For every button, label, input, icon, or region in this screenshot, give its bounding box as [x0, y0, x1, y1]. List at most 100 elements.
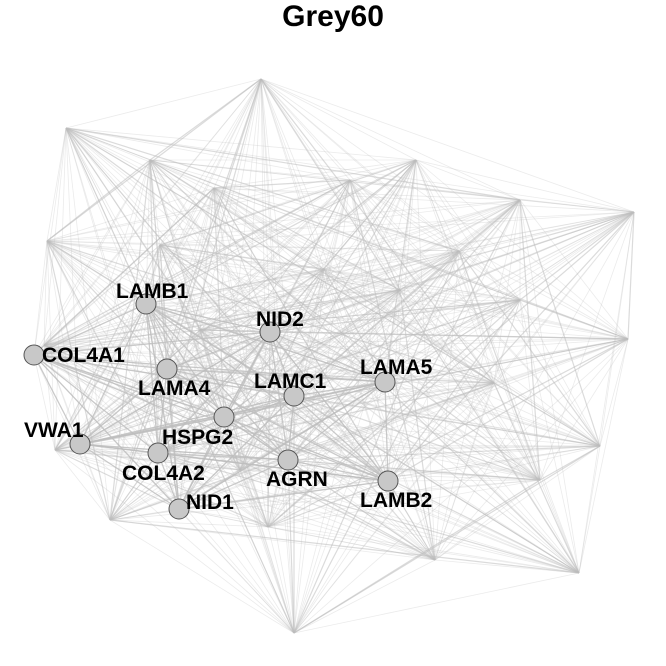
network-edge [166, 368, 601, 447]
network-edge [287, 381, 386, 461]
network-edge [287, 459, 580, 574]
network-edge [46, 240, 460, 252]
network-edge [287, 299, 521, 461]
network-edge [260, 78, 460, 252]
network-edge [415, 159, 635, 213]
network-edge [519, 199, 601, 447]
network-edge [166, 368, 386, 383]
network-edge [157, 452, 289, 461]
network-edge [54, 199, 521, 451]
network-edge [213, 159, 417, 189]
network-edge [46, 159, 417, 242]
network-edge [267, 526, 436, 561]
network-edge [109, 452, 159, 521]
network-edge [293, 381, 386, 397]
network-edge [384, 299, 521, 383]
network-edge [54, 127, 67, 451]
network-edge [223, 381, 386, 418]
network-edge [415, 159, 436, 561]
network-edge [269, 159, 417, 333]
network-edge [159, 199, 521, 246]
network-edge [293, 211, 635, 397]
network-edge [46, 240, 111, 521]
network-edge [145, 211, 635, 305]
network-edge [260, 78, 269, 528]
node-lama4 [156, 358, 178, 380]
network-edge [267, 179, 351, 528]
network-edge [46, 240, 225, 418]
network-edge [166, 179, 351, 370]
network-edge [145, 303, 168, 370]
label-layer: LAMB1 NID2 COL4A1 LAMA4 LAMC1 LAMA5 VWA1 HSPG2 C… [24, 280, 433, 514]
network-edge [149, 78, 262, 161]
network-edge [519, 199, 580, 574]
network-edge [109, 199, 521, 521]
network-edge [519, 299, 541, 481]
network-edge [54, 449, 389, 482]
network-edge [260, 78, 436, 561]
network-edge [149, 159, 521, 301]
node-nid1 [168, 498, 190, 520]
network-edge [46, 179, 351, 242]
network-edge [293, 395, 580, 574]
network-edge [267, 331, 271, 528]
network-edge [199, 329, 269, 528]
network-edge [323, 250, 460, 270]
network-edge [293, 289, 401, 397]
network-edge [539, 445, 601, 481]
network-edge [166, 289, 401, 370]
network-edge [415, 159, 460, 252]
network-edge [65, 78, 262, 129]
node-label-nid1: NID1 [186, 491, 234, 514]
network-edge [269, 250, 460, 333]
network-edge [43, 344, 295, 634]
network-edge [65, 127, 161, 246]
network-edge [145, 303, 289, 461]
network-edge [199, 268, 325, 331]
network-edge [434, 199, 521, 561]
node-layer [23, 293, 399, 520]
network-edge [239, 469, 295, 634]
network-edge [46, 240, 521, 301]
network-edge [239, 331, 271, 471]
network-edge [399, 289, 436, 561]
network-edge [287, 179, 351, 461]
network-edge [157, 78, 262, 454]
network-edge [43, 159, 151, 346]
network-edge [43, 244, 161, 346]
network-edge [145, 159, 151, 305]
network-edge [166, 78, 262, 370]
network-edge [159, 244, 580, 574]
network-edge [434, 382, 495, 561]
network-edge [199, 329, 295, 397]
network-edge [109, 519, 580, 574]
network-edge [293, 572, 580, 634]
network-edge [43, 127, 67, 346]
network-edge [399, 289, 580, 574]
network-edge [199, 329, 225, 418]
network-edge [166, 368, 495, 384]
network-edge [493, 299, 521, 384]
network-edge [54, 159, 151, 451]
network-edge [46, 240, 201, 331]
network-edge [46, 187, 215, 242]
network-edge [46, 240, 147, 305]
network-edge [269, 331, 601, 447]
network-edge [267, 526, 580, 574]
network-edge [145, 159, 417, 305]
network-edge [79, 443, 269, 528]
network-edge [199, 329, 601, 447]
node-label-lamc1: LAMC1 [254, 370, 327, 393]
network-edge [458, 250, 629, 340]
network-edge [349, 179, 541, 481]
network-edge [79, 289, 401, 445]
network-edge [387, 211, 635, 482]
network-edge [349, 179, 495, 384]
network-edge [109, 519, 295, 634]
network-edge [43, 268, 325, 346]
network-edge [199, 329, 241, 471]
network-edge [157, 187, 215, 454]
node-vwa1 [69, 433, 91, 455]
network-edge [159, 78, 262, 246]
network-edge [79, 199, 521, 445]
